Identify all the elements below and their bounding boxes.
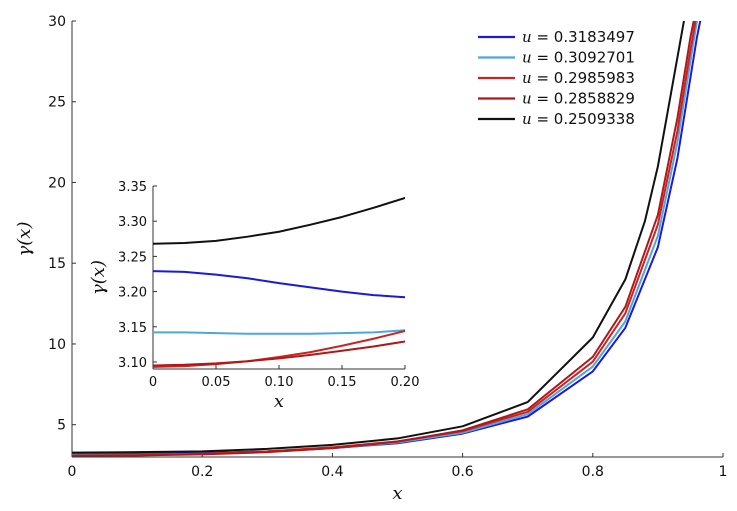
inset-chart: 0 0.05 0.10 0.15 0.20 3.10 3.15 3.20 3.25 3.30 3.3… [88, 180, 419, 412]
inset-x-tick-label: 0.20 [391, 375, 420, 390]
inset-y-tick-label: 3.15 [118, 321, 147, 336]
main-x-axis-label: x [392, 483, 402, 504]
legend-value-2: = 0.2985983 [532, 69, 635, 87]
legend-variable-0: u [522, 28, 532, 46]
legend-entry-4: u = 0.2509338 [522, 110, 635, 128]
legend-variable-1: u [522, 49, 532, 67]
inset-y-tick-label: 3.20 [118, 286, 147, 301]
legend-value-3: = 0.2858829 [532, 90, 635, 108]
inset-x-tick-label: 0.10 [265, 375, 294, 390]
inset-y-tick-label: 3.30 [118, 215, 147, 230]
legend-value-1: = 0.3092701 [532, 49, 635, 67]
main-y-tick-label: 15 [48, 256, 66, 272]
main-series-line-4 [72, 21, 686, 454]
legend-value-0: = 0.3183497 [532, 28, 635, 46]
inset-y-axis-label: γ(x) [88, 260, 109, 295]
main-x-tick-label: 1 [719, 464, 728, 480]
main-series [72, 21, 702, 457]
legend-variable-3: u [522, 90, 532, 108]
inset-series-line-0 [153, 270, 405, 299]
legend-value-4: = 0.2509338 [532, 110, 635, 128]
inset-x-axis-label: x [274, 391, 284, 412]
inset-series-line-2 [153, 329, 405, 368]
main-x-tick-label: 0.6 [451, 464, 473, 480]
main-y-tick-label: 5 [57, 418, 66, 434]
inset-series-line-4 [153, 196, 405, 245]
main-y-tick-label: 20 [48, 175, 66, 191]
main-y-axis-label: γ(x) [14, 222, 35, 257]
main-x-tick-label: 0 [68, 464, 77, 480]
inset-background [153, 186, 405, 369]
main-series-line-3 [72, 21, 695, 457]
legend-entry-1: u = 0.3092701 [522, 49, 635, 67]
inset-series-line-3 [153, 340, 405, 367]
main-x-tick-label: 0.4 [321, 464, 343, 480]
legend-entry-3: u = 0.2858829 [522, 90, 635, 108]
inset-y-tick-label: 3.25 [118, 250, 147, 265]
main-x-tick-label: 0.2 [191, 464, 213, 480]
inset-x-tick-label: 0.05 [202, 375, 231, 390]
main-y-tick-label: 10 [48, 337, 66, 353]
inset-y-tick-label: 3.35 [118, 180, 147, 195]
main-y-tick-label: 30 [48, 14, 66, 30]
main-x-tick-label: 0.8 [582, 464, 604, 480]
legend-entry-2: u = 0.2985983 [522, 69, 635, 87]
inset-series-line-1 [153, 329, 405, 335]
legend-entry-0: u = 0.3183497 [522, 28, 635, 46]
inset-x-tick-label: 0.15 [328, 375, 357, 390]
legend-variable-2: u [522, 69, 532, 87]
legend-variable-4: u [522, 110, 532, 128]
inset-y-tick-label: 3.10 [118, 356, 147, 371]
inset-x-tick-label: 0 [149, 375, 157, 390]
main-y-tick-label: 25 [48, 95, 66, 111]
